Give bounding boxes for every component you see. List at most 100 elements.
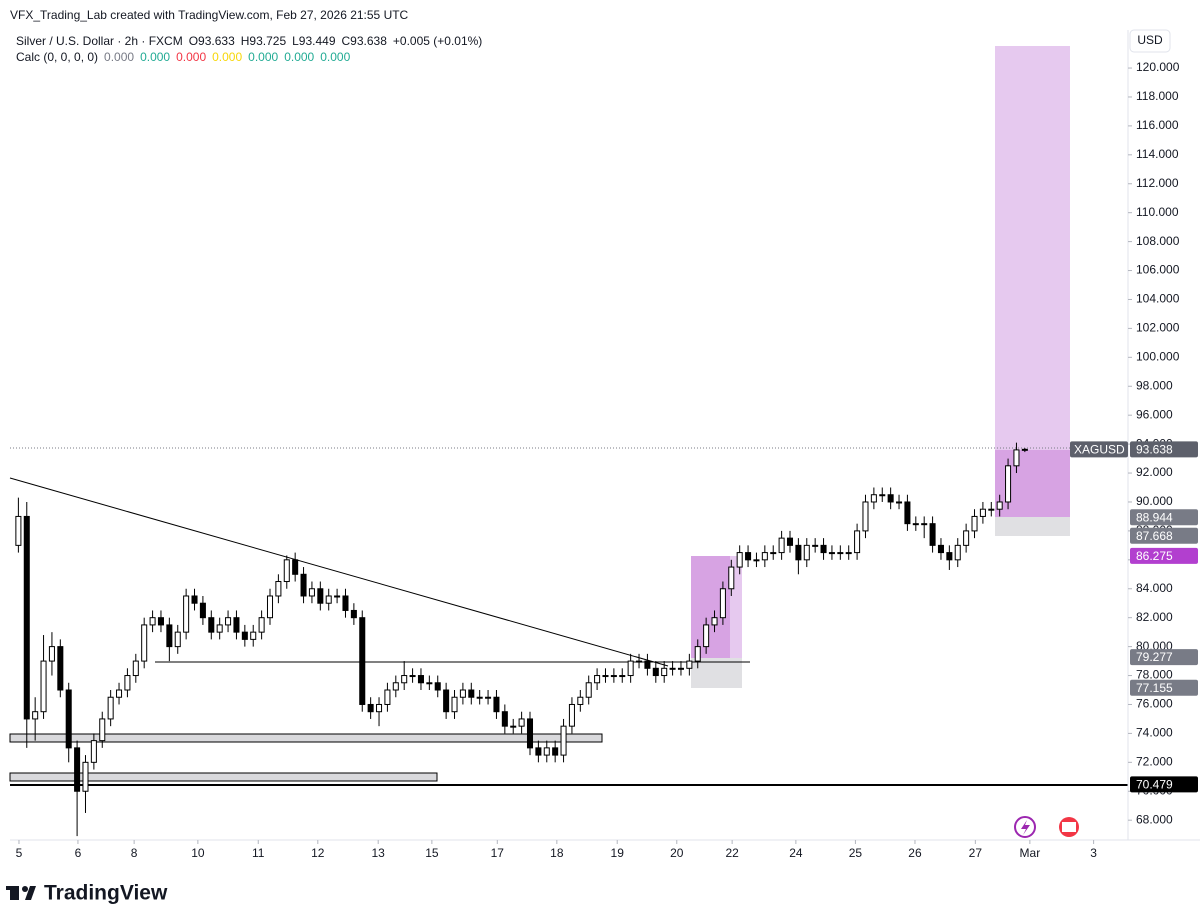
x-tick-label: 6 <box>75 846 82 860</box>
candle-body <box>225 617 232 626</box>
candle-body <box>275 581 282 597</box>
candle-body <box>384 689 391 705</box>
x-tick-label: 25 <box>849 846 863 860</box>
y-tick-label: 100.000 <box>1136 349 1180 363</box>
candle-body <box>728 566 735 590</box>
candle-body <box>937 544 944 554</box>
candle-body <box>510 725 517 728</box>
candle-body <box>48 646 55 662</box>
candle-body <box>350 609 357 619</box>
candle-body <box>32 711 39 720</box>
candle-body <box>921 523 928 526</box>
x-tick-label: 27 <box>969 846 983 860</box>
candle-body <box>283 559 290 583</box>
candle-body <box>443 689 450 713</box>
candle-body <box>795 544 802 561</box>
indicator: Calc (0, 0, 0, 0) <box>16 50 98 64</box>
candle-body <box>946 552 953 561</box>
x-tick-label: 15 <box>425 846 439 860</box>
y-tick-label: 104.000 <box>1136 292 1180 306</box>
candle-body <box>342 595 349 611</box>
candle-body <box>1021 448 1028 451</box>
candle-body <box>107 696 114 720</box>
ohlc-legend: O93.633 H93.725 L93.449 C93.638 +0.005 (+0.0… <box>189 34 483 48</box>
candle-body <box>879 494 886 497</box>
candle-body <box>116 689 123 698</box>
candle-body <box>250 631 257 640</box>
candle-body <box>770 552 777 555</box>
candle-body <box>233 617 240 633</box>
candle-body <box>258 617 265 633</box>
candle-body <box>602 675 609 678</box>
price-label: 87.668 <box>1136 529 1173 543</box>
candle-body <box>191 595 198 604</box>
price-label: 79.277 <box>1136 650 1173 664</box>
candle-body <box>459 689 466 698</box>
y-tick-label: 116.000 <box>1136 118 1179 132</box>
events-icon[interactable] <box>1062 822 1076 832</box>
currency[interactable]: USD <box>1137 33 1163 47</box>
candle-body <box>577 696 584 705</box>
candle-body <box>669 667 676 670</box>
support-zone <box>9 733 603 743</box>
y-tick-label: 120.000 <box>1136 60 1180 74</box>
candle-body <box>753 559 760 562</box>
symbol-tag-box <box>1070 441 1128 458</box>
price-label-box <box>1130 509 1198 526</box>
candle-body <box>74 747 81 792</box>
y-tick-label: 96.000 <box>1136 407 1173 421</box>
candle-body <box>636 660 643 663</box>
candle-body <box>292 559 299 575</box>
candle-body <box>812 544 819 547</box>
currency-button[interactable] <box>1129 29 1171 53</box>
candle-body <box>157 617 164 626</box>
candle-body <box>166 624 173 648</box>
alert-icon[interactable] <box>1014 816 1036 838</box>
candle-body <box>241 631 248 640</box>
candle-body <box>585 682 592 698</box>
stop-zone <box>691 658 742 688</box>
price-label: 77.155 <box>1136 681 1173 695</box>
x-tick-label: 13 <box>372 846 386 860</box>
candle-body <box>132 660 139 677</box>
stop-zone <box>995 517 1070 536</box>
y-tick-label: 82.000 <box>1136 610 1173 624</box>
x-tick-label: Mar <box>1020 846 1041 860</box>
y-tick-label: 114.000 <box>1136 147 1179 161</box>
candle-body <box>845 552 852 555</box>
x-tick-label: 24 <box>789 846 803 860</box>
x-tick-label: 18 <box>550 846 564 860</box>
candle-body <box>711 617 718 626</box>
logo-mark <box>22 886 28 892</box>
brand: TradingView <box>44 882 168 905</box>
candle-body <box>65 689 72 749</box>
candle-body <box>870 494 877 503</box>
indicator-value: 0.000 <box>140 50 170 64</box>
candle-body <box>694 646 701 662</box>
ohlc-value: +0.005 (+0.01%) <box>393 34 482 48</box>
price-label: 93.638 <box>1136 443 1173 457</box>
candle-body <box>359 617 366 705</box>
ohlc-value: C93.638 <box>342 34 388 48</box>
candle-body <box>803 544 810 561</box>
candle-body <box>560 725 567 756</box>
candle-body <box>317 588 324 604</box>
candle-body <box>334 595 341 598</box>
candle-body <box>308 588 315 597</box>
y-tick-label: 112.000 <box>1136 176 1179 190</box>
candle-body <box>971 515 978 532</box>
candle-body <box>594 675 601 684</box>
candle-body <box>426 682 433 685</box>
candle-body <box>199 602 206 619</box>
candle-body <box>703 624 710 648</box>
x-tick-label: 19 <box>611 846 625 860</box>
logo-mark <box>6 886 19 890</box>
indicator-value: 0.000 <box>284 50 314 64</box>
trend-line <box>9 477 669 667</box>
candle-body <box>300 573 307 597</box>
candles <box>15 442 1028 837</box>
candle-body <box>367 703 374 713</box>
candle-body <box>988 508 995 511</box>
alert-icon[interactable] <box>1021 820 1030 835</box>
x-tick-label: 11 <box>252 846 265 860</box>
